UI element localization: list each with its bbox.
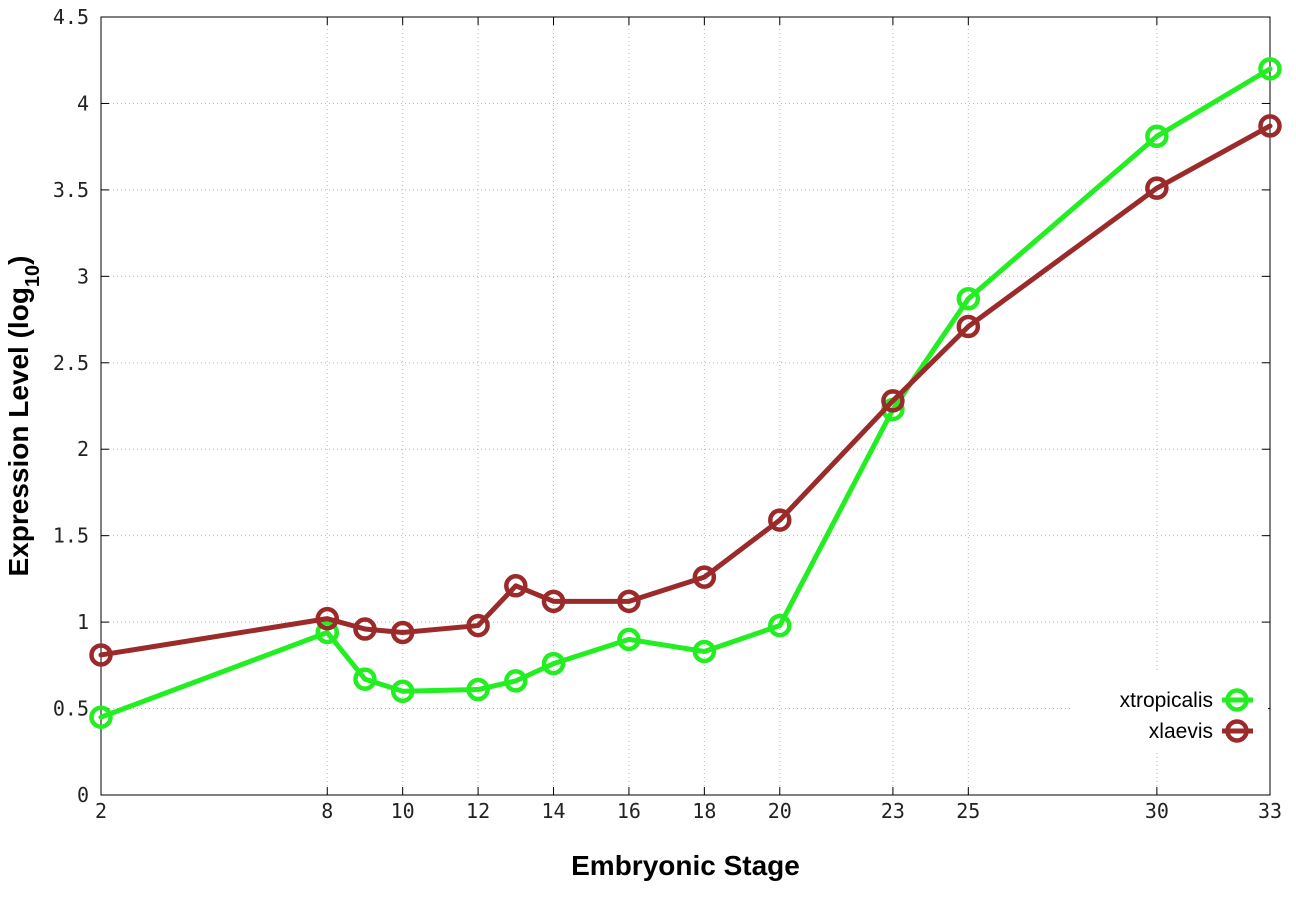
data-point (617, 589, 641, 614)
legend: xtropicalis xlaevis (1120, 688, 1253, 743)
data-point (353, 617, 377, 641)
series-xlaevis (89, 114, 1282, 667)
x-tick-label: 14 (541, 799, 565, 823)
legend-marker-swatch (1225, 688, 1249, 712)
data-point (956, 314, 981, 339)
data-point (504, 669, 528, 693)
legend-label: xtropicalis (1120, 689, 1213, 712)
x-tick-label: 25 (956, 799, 980, 823)
x-tick-label: 16 (617, 799, 641, 823)
x-tick-label: 10 (391, 799, 415, 823)
x-tick-label: 18 (692, 799, 716, 823)
data-point (504, 574, 528, 598)
legend-item-xlaevis: xlaevis (1149, 719, 1253, 743)
data-point (315, 620, 340, 645)
data-point (768, 508, 792, 532)
y-tick-label: 1.5 (53, 524, 89, 548)
y-tick-label: 1 (77, 610, 89, 634)
legend-item-xtropicalis: xtropicalis (1120, 688, 1253, 712)
grid-lines (101, 17, 1270, 795)
x-tick-label: 12 (466, 799, 490, 823)
data-point (315, 606, 340, 631)
data-point (89, 643, 113, 667)
x-tick-label: 23 (881, 799, 905, 823)
data-point (1258, 114, 1282, 138)
data-point (353, 667, 377, 691)
y-tick-label: 0 (77, 783, 89, 807)
y-tick-label: 2.5 (53, 351, 89, 375)
y-axis-tick-labels: 0 0.5 1 1.5 2 2.5 3 3.5 4 4.5 (53, 5, 89, 807)
data-point (466, 613, 490, 638)
series-xtropicalis (89, 57, 1282, 729)
data-point (390, 679, 415, 704)
data-point (390, 620, 415, 645)
data-series (89, 57, 1282, 729)
y-tick-label: 3 (77, 264, 89, 288)
data-point (692, 639, 717, 664)
y-axis-title: Expression Level (log10) (3, 256, 44, 577)
series-line (98, 66, 1273, 720)
data-point (541, 651, 566, 676)
x-tick-label: 2 (95, 799, 107, 823)
data-point (89, 705, 113, 729)
y-tick-label: 4.5 (53, 5, 89, 29)
y-tick-label: 4 (77, 91, 89, 115)
y-axis-title-main: Expression Level (log (3, 287, 34, 576)
plot-area-frame (100, 16, 1271, 796)
x-tick-label: 20 (768, 799, 792, 823)
legend-marker-swatch (1225, 719, 1249, 743)
data-point (617, 627, 641, 652)
series-line (98, 123, 1273, 658)
y-tick-label: 2 (77, 437, 89, 461)
data-point (541, 589, 566, 614)
data-point (956, 287, 981, 311)
data-point (1145, 124, 1169, 149)
x-axis-title: Embryonic Stage (571, 850, 800, 881)
data-point (768, 613, 792, 638)
data-point (466, 677, 490, 702)
y-tick-label: 0.5 (53, 697, 89, 721)
x-tick-label: 8 (321, 799, 333, 823)
y-axis-title-subscript: 10 (22, 265, 44, 287)
data-point (1258, 57, 1282, 81)
data-point (692, 565, 717, 589)
data-point (1145, 176, 1169, 200)
y-tick-label: 3.5 (53, 178, 89, 202)
y-axis-title-close: ) (3, 256, 34, 265)
x-tick-label: 33 (1258, 799, 1282, 823)
legend-label: xlaevis (1149, 720, 1213, 743)
data-point (881, 389, 905, 413)
x-tick-label: 30 (1145, 799, 1169, 823)
x-axis-tick-labels: 2 8 10 12 14 16 18 20 23 25 30 33 (95, 799, 1282, 823)
